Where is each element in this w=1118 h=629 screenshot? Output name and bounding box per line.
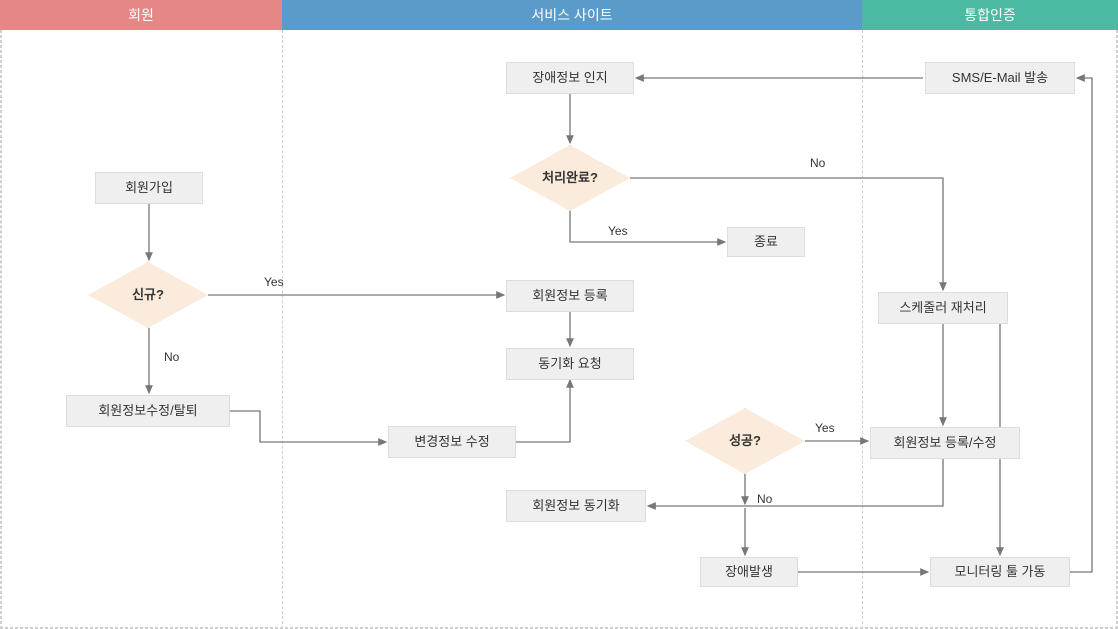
- node-label: 동기화 요청: [538, 356, 601, 372]
- lane-label: 통합인증: [964, 5, 1016, 25]
- node-signup: 회원가입: [95, 172, 203, 204]
- node-fault-detect: 장애정보 인지: [506, 62, 634, 94]
- lane-divider-2: [862, 30, 863, 629]
- edge-edit-to-update: [230, 411, 386, 442]
- node-sms-email: SMS/E-Mail 발송: [925, 62, 1075, 94]
- node-label: 장애발생: [725, 564, 773, 580]
- node-label: SMS/E-Mail 발송: [952, 70, 1048, 86]
- node-label: 회원정보 등록: [532, 288, 607, 304]
- node-label: 처리완료?: [542, 170, 598, 186]
- node-label: 변경정보 수정: [414, 434, 489, 450]
- edge-label-yes-done: Yes: [608, 224, 628, 238]
- node-monitoring: 모니터링 툴 가동: [930, 557, 1070, 587]
- edge-update-to-syncreq: [516, 380, 570, 442]
- node-update-change: 변경정보 수정: [388, 426, 516, 458]
- lane-label: 회원: [128, 5, 154, 25]
- node-is-new: 신규?: [88, 262, 208, 328]
- node-edit-withdraw: 회원정보수정/탈퇴: [66, 395, 230, 427]
- node-done: 처리완료?: [510, 145, 630, 211]
- edge-label-no-done: No: [810, 156, 825, 170]
- edge-label-no-succ: No: [757, 492, 772, 506]
- node-label: 회원정보수정/탈퇴: [98, 403, 197, 419]
- edge-monitor-to-sms: [1070, 78, 1092, 572]
- node-sync-request: 동기화 요청: [506, 348, 634, 380]
- node-register: 회원정보 등록: [506, 280, 634, 312]
- node-scheduler: 스케줄러 재처리: [878, 292, 1008, 324]
- node-end: 종료: [727, 227, 805, 257]
- edge-done-yes-to-end: [570, 211, 725, 242]
- lane-header-member: 회원: [0, 0, 282, 30]
- node-label: 신규?: [132, 287, 164, 303]
- edge-label-no-new: No: [164, 350, 179, 364]
- lane-header-auth: 통합인증: [862, 0, 1118, 30]
- node-sync-info: 회원정보 동기화: [506, 490, 646, 522]
- node-label: 장애정보 인지: [532, 70, 607, 86]
- outer-border-left: [0, 30, 2, 629]
- node-label: 모니터링 툴 가동: [955, 564, 1046, 580]
- node-label: 스케줄러 재처리: [899, 300, 986, 316]
- edge-label-yes-new: Yes: [264, 275, 284, 289]
- node-label: 회원정보 등록/수정: [894, 435, 997, 451]
- lane-header-service: 서비스 사이트: [282, 0, 862, 30]
- lane-divider-1: [282, 30, 283, 629]
- node-label: 종료: [754, 234, 778, 250]
- node-reg-update: 회원정보 등록/수정: [870, 427, 1020, 459]
- edge-label-yes-succ: Yes: [815, 421, 835, 435]
- node-label: 회원정보 동기화: [532, 498, 619, 514]
- flowchart-stage: 회원 서비스 사이트 통합인증: [0, 0, 1118, 629]
- node-fault-occur: 장애발생: [700, 557, 798, 587]
- node-label: 성공?: [729, 433, 761, 449]
- lane-label: 서비스 사이트: [531, 5, 612, 25]
- node-label: 회원가입: [125, 180, 173, 196]
- node-success: 성공?: [685, 408, 805, 474]
